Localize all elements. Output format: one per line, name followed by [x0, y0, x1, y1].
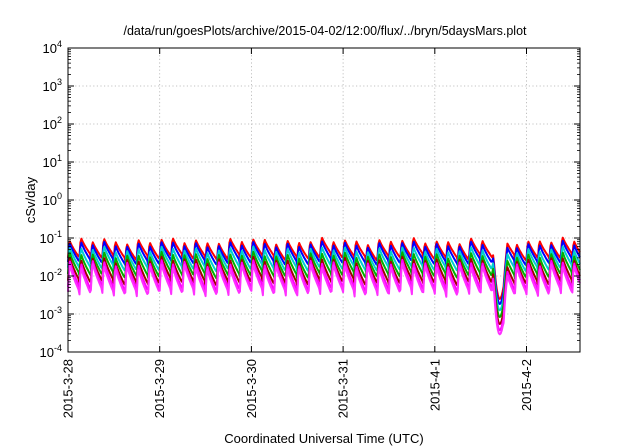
- series-line: [67, 262, 581, 336]
- y-tick-label: 10-1: [40, 229, 62, 246]
- x-tick-label: 2015-3-28: [61, 359, 76, 418]
- y-tick-label: 10-3: [40, 305, 62, 322]
- y-tick-exponent: 3: [57, 77, 62, 87]
- series-layer: [67, 236, 581, 336]
- y-tick-exponent: -3: [54, 305, 62, 315]
- y-tick-label: 100: [43, 191, 62, 208]
- chart-title: /data/run/goesPlots/archive/2015-04-02/1…: [123, 24, 527, 38]
- x-tick-label: 2015-4-2: [519, 359, 534, 411]
- y-tick-base: 10: [43, 79, 57, 94]
- y-tick-base: 10: [40, 269, 54, 284]
- y-tick-base: 10: [40, 345, 54, 360]
- x-axis: 2015-3-28 2015-3-29 2015-3-30 2015-3-31 2015…: [61, 48, 534, 418]
- y-tick-base: 10: [43, 41, 57, 56]
- y-tick-base: 10: [43, 117, 57, 132]
- y-tick-exponent: 2: [57, 115, 62, 125]
- y-axis-label: cSv/day: [23, 176, 38, 223]
- y-tick-exponent: 4: [57, 39, 62, 49]
- y-tick-base: 10: [43, 155, 57, 170]
- y-tick-label: 102: [43, 115, 62, 132]
- y-tick-label: 101: [43, 153, 62, 170]
- x-tick-label: 2015-3-30: [244, 359, 259, 418]
- x-axis-label: Coordinated Universal Time (UTC): [224, 431, 423, 446]
- y-tick-exponent: 1: [57, 153, 62, 163]
- x-tick-label: 2015-4-1: [427, 359, 442, 411]
- y-tick-exponent: -2: [54, 267, 62, 277]
- y-tick-exponent: 0: [57, 191, 62, 201]
- y-tick-base: 10: [40, 231, 54, 246]
- y-tick-base: 10: [43, 193, 57, 208]
- x-tick-label: 2015-3-29: [152, 359, 167, 418]
- y-tick-exponent: -1: [54, 229, 62, 239]
- x-tick-label: 2015-3-31: [336, 359, 351, 418]
- y-tick-exponent: -4: [54, 343, 62, 353]
- y-tick-label: 104: [43, 39, 62, 56]
- y-tick-base: 10: [40, 307, 54, 322]
- y-tick-label: 10-4: [40, 343, 62, 360]
- y-tick-label: 10-2: [40, 267, 62, 284]
- y-tick-label: 103: [43, 77, 62, 94]
